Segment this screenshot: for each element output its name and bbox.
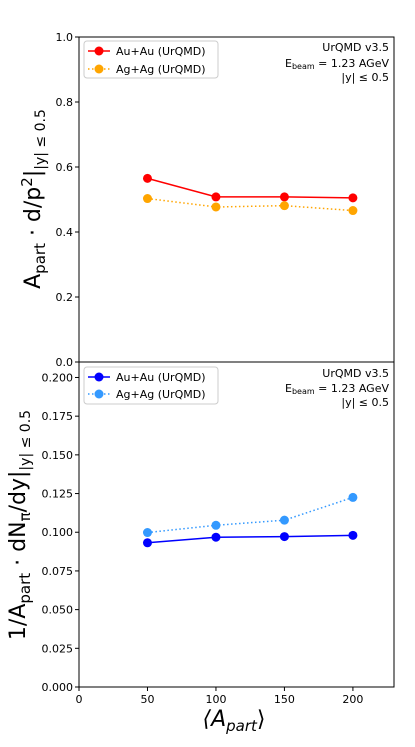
- top-series-1-point: [142, 194, 152, 204]
- x-tick-label: 100: [205, 693, 226, 706]
- bottom-series-1-point: [211, 520, 221, 530]
- bottom-series-1-point: [279, 515, 289, 525]
- top-ylabel-sup: 2: [18, 177, 36, 187]
- top-y-axis-label: Apart · d/p2||y| ≤ 0.5: [18, 109, 49, 289]
- top-annotation-e: E: [285, 57, 292, 70]
- x-axis-label: ⟨Apart⟩: [203, 707, 266, 735]
- top-legend-box: [83, 40, 219, 79]
- top-series-0-point: [348, 193, 358, 203]
- bottom-legend-box: [83, 366, 219, 405]
- x-tick-label: 0: [76, 693, 83, 706]
- xlabel-sub: part: [225, 717, 258, 735]
- top-y-tick-label: 0.4: [56, 226, 74, 239]
- bottom-legend-marker-au: [94, 372, 104, 382]
- top-ylabel-cond: |y| ≤ 0.5: [33, 109, 49, 170]
- top-legend-marker-au: [94, 46, 104, 56]
- top-series-0-point: [211, 192, 221, 202]
- top-annotation-e-value: = 1.23 AGeV: [315, 57, 390, 70]
- bottom-annotation: UrQMD v3.5 Ebeam = 1.23 AGeV |y| ≤ 0.5: [285, 367, 389, 409]
- top-ylabel-bar: |: [21, 170, 46, 177]
- top-series-0-point: [279, 192, 289, 202]
- bottom-axis-ticks: 0.000 0.025 0.050 0.075 0.100 0.125 0.150 0.175…: [42, 371, 364, 706]
- xlabel-open: ⟨A: [203, 707, 227, 732]
- bottom-annotation-line1: UrQMD v3.5: [322, 367, 389, 380]
- top-y-tick-label: 0.0: [56, 356, 74, 369]
- bottom-y-tick-label: 0.050: [42, 604, 74, 617]
- top-annotation-line3: |y| ≤ 0.5: [341, 71, 389, 84]
- bottom-ylabel-a-sub: part: [16, 573, 34, 604]
- bottom-y-tick-label: 0.000: [42, 681, 74, 694]
- bottom-annotation-e: E: [285, 382, 292, 395]
- top-annotation-e-sub: beam: [292, 62, 315, 71]
- bottom-series-0-point: [348, 530, 358, 540]
- bottom-y-tick-label: 0.200: [42, 371, 74, 384]
- bottom-legend-label-ag: Ag+Ag (UrQMD): [116, 388, 206, 401]
- top-series-line-1: [147, 197, 353, 212]
- xlabel-close: ⟩: [257, 707, 266, 732]
- top-legend-label-ag: Ag+Ag (UrQMD): [116, 63, 206, 76]
- bottom-series-1-point: [142, 528, 152, 538]
- top-legend: Au+Au (UrQMD) Ag+Ag (UrQMD): [83, 40, 219, 79]
- top-annotation: UrQMD v3.5 Ebeam = 1.23 AGeV |y| ≤ 0.5: [285, 41, 389, 84]
- top-y-tick-label: 0.6: [56, 161, 74, 174]
- bottom-legend-marker-ag: [94, 389, 104, 399]
- top-ylabel-dp: · d/p: [21, 187, 46, 243]
- bottom-ylabel-a: 1/A: [6, 604, 31, 640]
- x-tick-label: 200: [342, 693, 363, 706]
- bottom-panel-frame: [78, 361, 395, 688]
- top-annotation-line2: Ebeam = 1.23 AGeV: [285, 57, 389, 71]
- top-series-1-point: [279, 201, 289, 211]
- top-ylabel-a: A: [21, 274, 46, 289]
- bottom-annotation-e-value: = 1.23 AGeV: [315, 382, 390, 395]
- top-series-1-point: [348, 206, 358, 216]
- bottom-ylabel-dy: /dy: [6, 478, 31, 512]
- bottom-legend-label-au: Au+Au (UrQMD): [116, 371, 205, 384]
- bottom-series-line-1: [147, 496, 354, 534]
- bottom-series-0-point: [211, 532, 221, 542]
- top-series-1-point: [211, 202, 221, 212]
- bottom-y-axis-label: 1/Apart · dNπ/dy||y| ≤ 0.5: [6, 410, 34, 640]
- bottom-y-tick-label: 0.100: [42, 526, 74, 539]
- bottom-series-line-0: [147, 534, 353, 544]
- bottom-series-1-point: [348, 492, 358, 502]
- bottom-series-0-point: [279, 532, 289, 542]
- top-ylabel-a-sub: part: [31, 243, 49, 274]
- bottom-ylabel-cond: |y| ≤ 0.5: [18, 410, 34, 471]
- top-y-tick-label: 0.2: [56, 291, 74, 304]
- bottom-legend: Au+Au (UrQMD) Ag+Ag (UrQMD): [83, 366, 219, 405]
- top-y-axis-ticks: 0.0 0.2 0.4 0.6 0.8 1.0: [56, 31, 79, 369]
- bottom-y-tick-label: 0.175: [42, 410, 74, 423]
- bottom-ylabel-dn: · dN: [6, 521, 31, 572]
- x-tick-label: 150: [274, 693, 295, 706]
- bottom-annotation-line3: |y| ≤ 0.5: [341, 396, 389, 409]
- bottom-ylabel-pi: π: [16, 512, 34, 521]
- top-legend-marker-ag: [94, 64, 104, 74]
- top-series-0-point: [142, 173, 152, 183]
- bottom-series-group: [142, 492, 358, 548]
- top-series-line-0: [147, 177, 353, 199]
- bottom-annotation-e-sub: beam: [292, 387, 315, 396]
- top-y-tick-label: 1.0: [56, 31, 74, 44]
- bottom-y-tick-label: 0.125: [42, 488, 74, 501]
- x-tick-label: 50: [140, 693, 154, 706]
- bottom-y-tick-label: 0.075: [42, 565, 74, 578]
- bottom-y-tick-label: 0.025: [42, 642, 74, 655]
- top-series-group: [142, 173, 358, 216]
- top-panel-frame: [78, 36, 395, 363]
- top-y-tick-label: 0.8: [56, 96, 74, 109]
- top-legend-label-au: Au+Au (UrQMD): [116, 45, 205, 58]
- bottom-y-tick-label: 0.150: [42, 449, 74, 462]
- bottom-annotation-line2: Ebeam = 1.23 AGeV: [285, 382, 389, 396]
- bottom-series-0-point: [142, 538, 152, 548]
- top-annotation-line1: UrQMD v3.5: [322, 41, 389, 54]
- bottom-ylabel-bar: |: [6, 471, 31, 478]
